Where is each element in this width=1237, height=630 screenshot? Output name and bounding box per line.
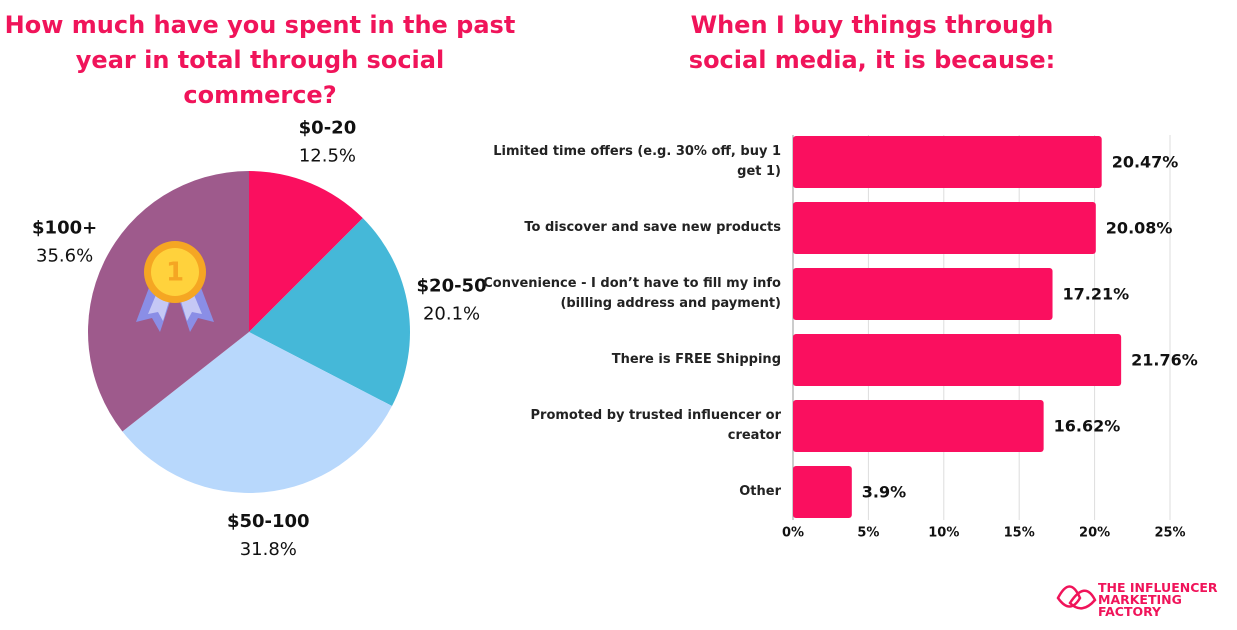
slice-value-label: 20.1% [423, 304, 480, 325]
x-tick-label: 10% [928, 526, 959, 541]
bar-value-label: 20.47% [1112, 153, 1179, 172]
x-tick-label: 20% [1079, 526, 1110, 541]
x-tick-label: 0% [782, 526, 804, 541]
bar-value-label: 3.9% [862, 483, 906, 502]
brand: THE INFLUENCER MARKETING FACTORY [1098, 580, 1218, 619]
bar [793, 268, 1053, 320]
slice-category: $100+ [32, 217, 97, 238]
y-tick-label: Limited time offers (e.g. 30% off, buy 1… [493, 144, 781, 179]
y-tick-label: There is FREE Shipping [611, 352, 781, 367]
bar-value-label: 16.62% [1054, 417, 1121, 436]
medal-icon: 1 [136, 241, 214, 332]
x-tick-label: 15% [1004, 526, 1035, 541]
bar-value-label: 17.21% [1063, 285, 1130, 304]
brand-logo [1056, 585, 1097, 610]
slice-value-label: 35.6% [36, 245, 93, 266]
slice-value-label: 31.8% [240, 539, 297, 560]
x-tick-label: 5% [857, 526, 879, 541]
pie-title: How much have you spent in the past year… [4, 11, 516, 109]
slice-category: $20-50 [417, 276, 487, 297]
y-tick-label: Other [739, 484, 781, 499]
pie-slice [122, 332, 392, 493]
slice-value-label: 12.5% [299, 146, 356, 167]
slice-category: $0-20 [299, 118, 357, 139]
bar-title: When I buy things through social media, … [688, 11, 1056, 74]
y-tick-label: Promoted by trusted influencer or creato… [530, 408, 781, 443]
bar [793, 334, 1122, 386]
slice-category: $50-100 [227, 511, 310, 532]
bar [793, 136, 1102, 188]
bar [793, 400, 1044, 452]
bar-value-label: 20.08% [1106, 219, 1173, 238]
pie-slice [249, 218, 410, 406]
pie-slice [249, 171, 363, 332]
bar [793, 466, 852, 518]
svg-text:1: 1 [166, 258, 184, 288]
y-tick-label: To discover and save new products [524, 220, 781, 235]
x-tick-label: 25% [1154, 526, 1185, 541]
bar [793, 202, 1096, 254]
y-tick-label: Convenience - I don’t have to fill my in… [483, 276, 781, 311]
bar-value-label: 21.76% [1131, 351, 1198, 370]
